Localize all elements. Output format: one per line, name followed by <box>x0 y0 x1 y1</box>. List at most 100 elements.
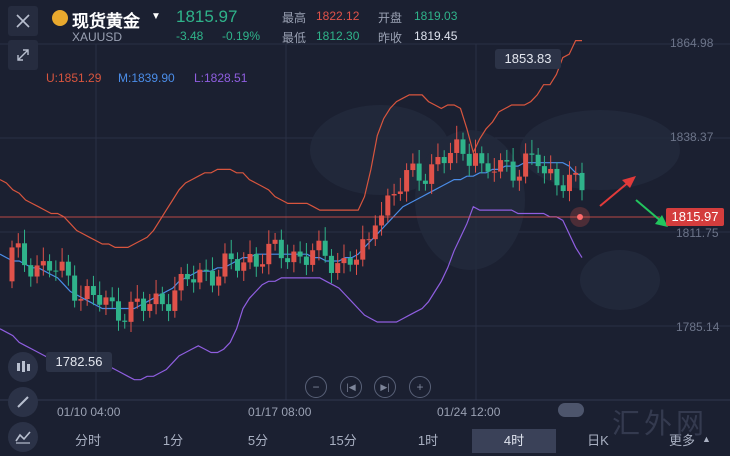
close-icon <box>16 14 30 28</box>
candle-body <box>109 297 115 302</box>
candle-body <box>504 160 510 162</box>
middle-band-legend: M:1839.90 <box>118 71 175 85</box>
candle-body <box>454 139 460 153</box>
candle-body <box>285 258 291 263</box>
candle-body <box>65 261 71 276</box>
low-value: 1812.30 <box>316 29 360 43</box>
candle-body <box>84 286 90 300</box>
x-tick: 01/10 04:00 <box>57 405 121 419</box>
candle-body <box>397 191 403 194</box>
candle-body <box>297 251 303 257</box>
y-tick: 1838.37 <box>670 130 714 144</box>
candle-body <box>473 153 479 166</box>
candle-body <box>579 172 585 191</box>
expand-icon <box>17 49 29 61</box>
candle-body <box>460 139 466 154</box>
candle-body <box>141 298 147 311</box>
watermark-logo: 汇外网 <box>612 408 709 439</box>
candle-body <box>78 299 84 301</box>
candle-body <box>560 185 566 192</box>
tab-timeframe[interactable]: 1分 <box>162 433 184 448</box>
more-timeframes[interactable]: 更多 <box>668 433 695 448</box>
candle-body <box>34 265 40 277</box>
candle-body <box>247 253 253 263</box>
instrument-symbol: XAUUSD <box>72 30 123 44</box>
candle-body <box>573 172 579 175</box>
min-price-callout: 1782.56 <box>46 352 112 372</box>
lower-band-legend: L:1828.51 <box>194 71 248 85</box>
candle-body <box>172 290 178 311</box>
open-label: 开盘 <box>378 11 403 25</box>
candle-body <box>228 253 234 260</box>
max-price-callout: 1853.83 <box>495 49 561 69</box>
candle-body <box>197 269 203 283</box>
candle-body <box>410 163 416 171</box>
candle-body <box>28 265 34 277</box>
candle-body <box>103 297 109 305</box>
tab-timeframe[interactable]: 日K <box>587 433 609 448</box>
chart-type-button[interactable] <box>8 352 38 382</box>
close-button[interactable] <box>8 6 38 36</box>
upper-band-legend: U:1851.29 <box>46 71 102 85</box>
candle-body <box>9 247 15 282</box>
band-line-M <box>0 162 583 310</box>
candle-body <box>166 304 172 311</box>
instrument-title[interactable]: 现货黄金 <box>72 12 140 31</box>
candle-body <box>59 261 65 271</box>
draw-tool-button[interactable] <box>8 387 38 417</box>
dropdown-chevron-icon[interactable]: ▼ <box>151 11 161 22</box>
candle-body <box>435 157 441 165</box>
candle-body <box>97 294 103 305</box>
candle-body <box>115 301 121 321</box>
candle-body <box>53 270 59 272</box>
candle-body <box>241 262 247 271</box>
tab-timeframe[interactable]: 分时 <box>74 433 101 448</box>
x-tick: 01/24 12:00 <box>437 405 501 419</box>
indicator-button[interactable] <box>8 422 38 452</box>
candle-body <box>510 161 516 181</box>
candle-body <box>291 251 297 263</box>
candle-body <box>266 243 272 265</box>
scroll-handle[interactable] <box>558 403 584 417</box>
candle-body <box>554 168 560 186</box>
pencil-icon <box>17 396 29 408</box>
up-arrow-icon <box>599 176 636 207</box>
tab-timeframe[interactable]: 1时 <box>417 433 439 448</box>
candle-body <box>147 304 153 311</box>
candle-body <box>391 193 397 196</box>
scroll-end-button[interactable]: ▶| <box>374 376 396 398</box>
tab-timeframe[interactable]: 5分 <box>247 433 269 448</box>
high-value: 1822.12 <box>316 9 360 23</box>
prev-close-label: 昨收 <box>378 31 403 45</box>
zoom-in-button[interactable]: + <box>409 376 431 398</box>
current-price-glow <box>570 207 590 227</box>
y-tick: 1811.75 <box>676 226 719 240</box>
candle-body <box>184 273 190 280</box>
candlestick-icon <box>17 361 30 372</box>
tab-timeframe-active[interactable]: 4时 <box>472 429 556 453</box>
scroll-start-button[interactable]: |◀ <box>340 376 362 398</box>
candle-body <box>90 286 96 295</box>
candle-body <box>441 157 447 164</box>
candle-body <box>260 264 266 267</box>
band-line-U <box>0 39 582 248</box>
fullscreen-button[interactable] <box>8 40 38 70</box>
current-price-tag: 1815.97 <box>666 208 724 226</box>
chart-grid <box>0 43 730 401</box>
minus-icon: − <box>312 380 320 394</box>
low-label: 最低 <box>282 31 307 45</box>
candle-body <box>485 163 491 172</box>
candle-body <box>541 166 547 174</box>
chevron-up-icon[interactable]: ▲ <box>702 434 711 444</box>
y-tick: 1864.98 <box>670 36 714 50</box>
zoom-out-button[interactable]: − <box>305 376 327 398</box>
gold-coin-icon <box>52 10 68 26</box>
candle-body <box>47 261 53 271</box>
candle-body <box>234 259 240 271</box>
tab-timeframe[interactable]: 15分 <box>329 433 357 448</box>
world-map-watermark <box>310 105 680 310</box>
candle-body <box>566 174 572 192</box>
candle-body <box>516 176 522 181</box>
candle-body <box>341 258 347 264</box>
